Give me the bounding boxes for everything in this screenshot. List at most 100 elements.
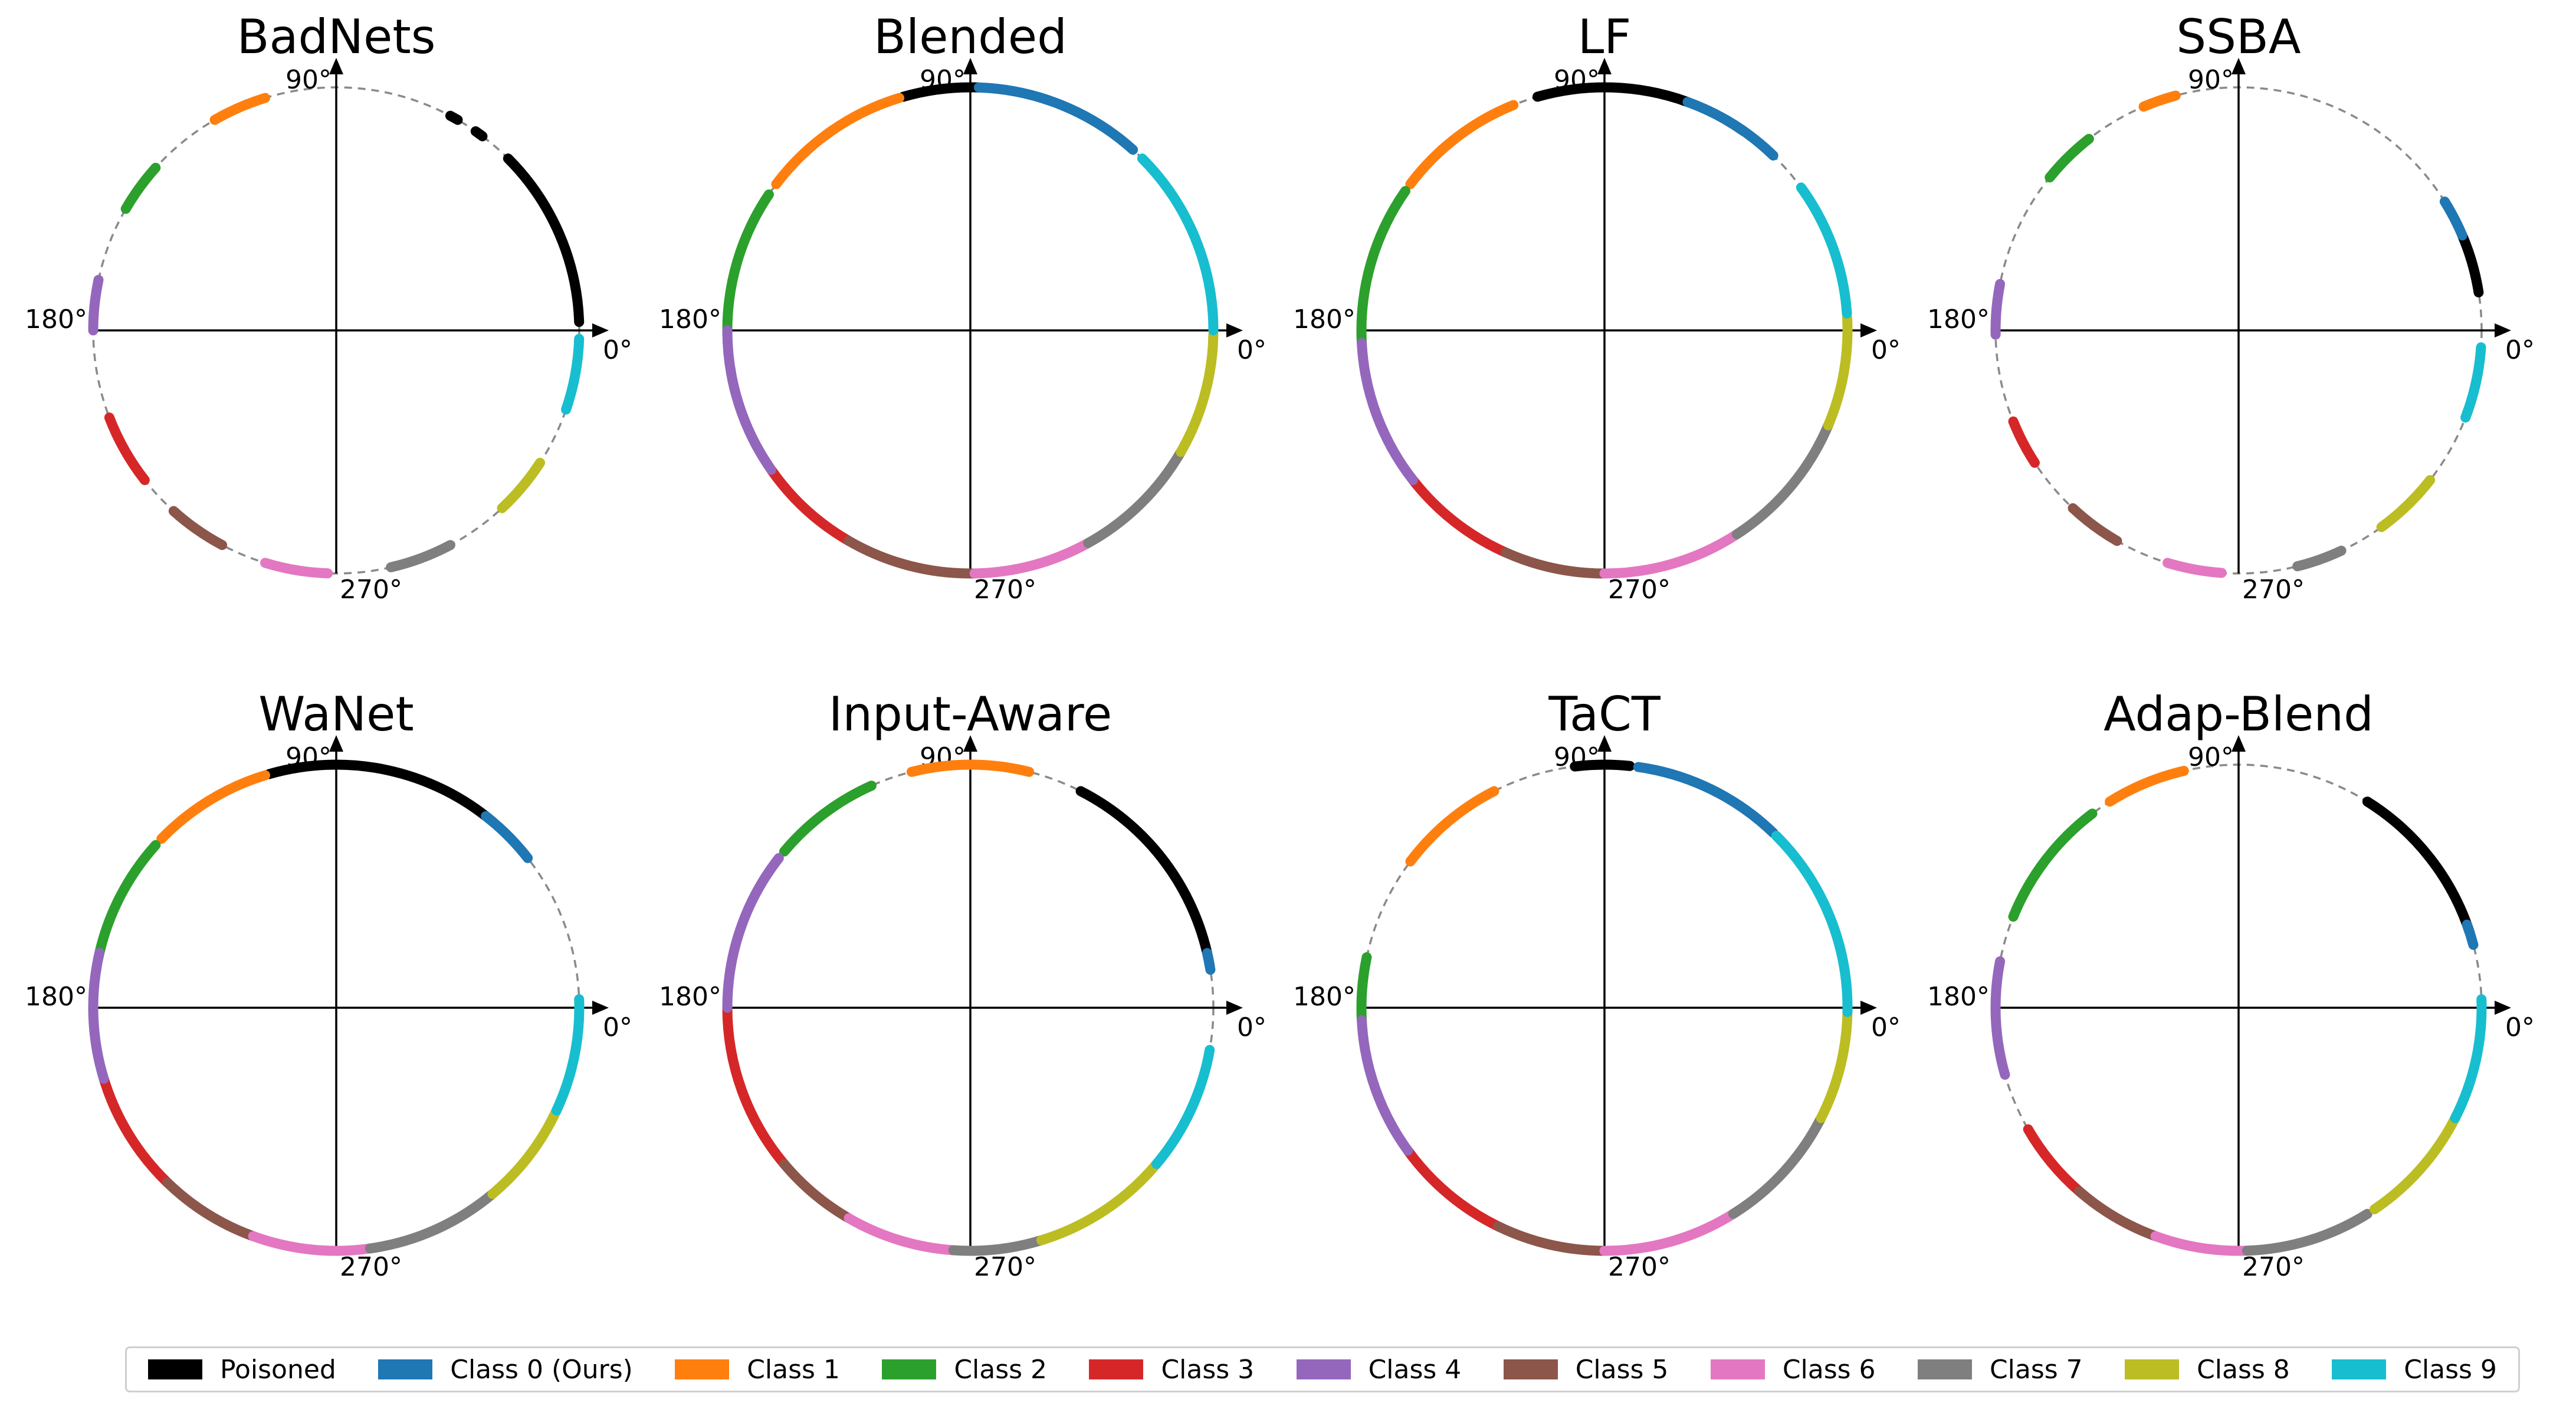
class-arc bbox=[898, 82, 984, 102]
chart-title: SSBA bbox=[2176, 9, 2301, 64]
class-arc bbox=[1357, 1015, 1413, 1156]
class-arc bbox=[779, 781, 877, 857]
angle-tick-label: 270° bbox=[974, 1252, 1036, 1282]
class-arc bbox=[1357, 338, 1418, 486]
legend-swatch-class-2 bbox=[882, 1359, 937, 1379]
chart-title: Blended bbox=[874, 9, 1067, 64]
class-arc bbox=[2138, 90, 2181, 112]
y-axis-arrow bbox=[963, 58, 977, 74]
class-arc bbox=[2008, 808, 2098, 922]
legend-item-class-8: Class 8 bbox=[2125, 1355, 2290, 1385]
x-axis-arrow bbox=[1860, 323, 1877, 337]
class-arc bbox=[948, 1235, 1046, 1256]
legend-label: Class 6 bbox=[1782, 1354, 1876, 1385]
class-arc bbox=[162, 1177, 258, 1241]
class-arc bbox=[1405, 786, 1499, 867]
angle-tick-label: 180° bbox=[1293, 304, 1356, 335]
class-arc bbox=[1570, 759, 1635, 772]
class-arc bbox=[1633, 762, 1778, 838]
class-arc bbox=[1151, 1045, 1215, 1169]
y-axis-arrow bbox=[2232, 58, 2246, 74]
legend-item-class-7: Class 7 bbox=[1917, 1354, 2083, 1385]
class-arc bbox=[2023, 1124, 2085, 1197]
class-arc bbox=[722, 853, 784, 1013]
class-arc bbox=[503, 153, 585, 327]
class-arc bbox=[2457, 230, 2484, 298]
class-arc bbox=[2439, 196, 2467, 241]
legend-item-class-6: Class 6 bbox=[1710, 1354, 1876, 1385]
angle-tick-label: 0° bbox=[603, 335, 632, 365]
angle-tick-label: 180° bbox=[1293, 982, 1356, 1012]
angle-tick-label: 270° bbox=[2242, 575, 2305, 605]
class-arc bbox=[264, 759, 498, 827]
legend-swatch-class-0 bbox=[378, 1359, 433, 1379]
legend-label: Class 8 bbox=[2197, 1354, 2290, 1385]
class-arc bbox=[88, 948, 109, 1084]
angle-tick-label: 0° bbox=[1871, 335, 1901, 365]
class-arc bbox=[445, 110, 463, 125]
class-arc bbox=[2045, 133, 2094, 183]
legend-item-class-5: Class 5 bbox=[1503, 1355, 1668, 1385]
class-arc bbox=[973, 82, 1138, 155]
class-arc bbox=[561, 333, 585, 415]
class-arc bbox=[2376, 475, 2436, 532]
class-arc bbox=[1682, 97, 1778, 161]
chart-title: LF bbox=[1578, 9, 1632, 64]
class-arc bbox=[2008, 416, 2040, 468]
angle-tick-label: 180° bbox=[1927, 982, 1990, 1012]
class-arc bbox=[1492, 1221, 1610, 1256]
x-axis-arrow bbox=[592, 323, 609, 337]
class-arc bbox=[1823, 312, 1853, 431]
x-axis-arrow bbox=[1226, 323, 1243, 337]
legend-label: Class 7 bbox=[1989, 1354, 2083, 1385]
angle-tick-label: 90° bbox=[286, 65, 332, 95]
legend-swatch-class-6 bbox=[1710, 1359, 1765, 1379]
class-arc bbox=[168, 506, 228, 550]
class-arc bbox=[1771, 831, 1853, 1017]
angle-tick-label: 270° bbox=[974, 575, 1036, 605]
y-axis-arrow bbox=[1597, 735, 1612, 752]
legend-label: Class 4 bbox=[1368, 1354, 1462, 1385]
class-arc bbox=[766, 464, 854, 546]
class-arc bbox=[99, 1073, 173, 1188]
class-arc bbox=[2150, 1231, 2252, 1256]
class-arc bbox=[771, 93, 905, 189]
chart-title: Input-Aware bbox=[829, 687, 1113, 742]
polar-panel: SSBA 0° 90° 180° 270° bbox=[1927, 9, 2535, 605]
class-arc bbox=[1356, 952, 1372, 1026]
legend-item-class-2: Class 2 bbox=[882, 1355, 1047, 1385]
class-arc bbox=[1532, 82, 1693, 107]
angle-tick-label: 180° bbox=[25, 304, 87, 335]
class-arc bbox=[1176, 329, 1219, 457]
x-axis-arrow bbox=[2495, 1001, 2511, 1015]
chart-title: TaCT bbox=[1548, 687, 1661, 742]
angle-tick-label: 180° bbox=[1927, 304, 1990, 335]
class-arc bbox=[1137, 153, 1219, 336]
class-arc bbox=[1500, 547, 1610, 579]
angle-tick-label: 0° bbox=[2505, 335, 2535, 365]
class-arc bbox=[722, 1002, 789, 1169]
polar-panel: Adap-Blend 0° 90° 180° 270° bbox=[1927, 687, 2535, 1282]
class-arc bbox=[386, 540, 455, 572]
class-arc bbox=[1407, 475, 1511, 558]
legend-label: Class 9 bbox=[2404, 1354, 2497, 1385]
class-arc bbox=[2450, 994, 2487, 1123]
class-arc bbox=[1083, 447, 1186, 548]
angle-tick-label: 270° bbox=[1608, 575, 1671, 605]
class-arc bbox=[156, 770, 271, 844]
angle-tick-label: 270° bbox=[1608, 1252, 1671, 1282]
y-axis-arrow bbox=[329, 58, 343, 74]
class-arc bbox=[88, 274, 104, 336]
class-arc bbox=[1599, 1208, 1738, 1256]
legend-swatch-class-1 bbox=[675, 1359, 730, 1379]
class-arc bbox=[260, 558, 333, 579]
class-arc bbox=[1075, 786, 1215, 971]
class-arc bbox=[844, 536, 980, 579]
legend-swatch-class-7 bbox=[1917, 1359, 1972, 1379]
polar-panel: BadNets 0° 90° 180° 270° bbox=[25, 9, 632, 605]
x-axis-arrow bbox=[1860, 1001, 1877, 1015]
legend-label: Class 0 (Ours) bbox=[450, 1354, 633, 1385]
